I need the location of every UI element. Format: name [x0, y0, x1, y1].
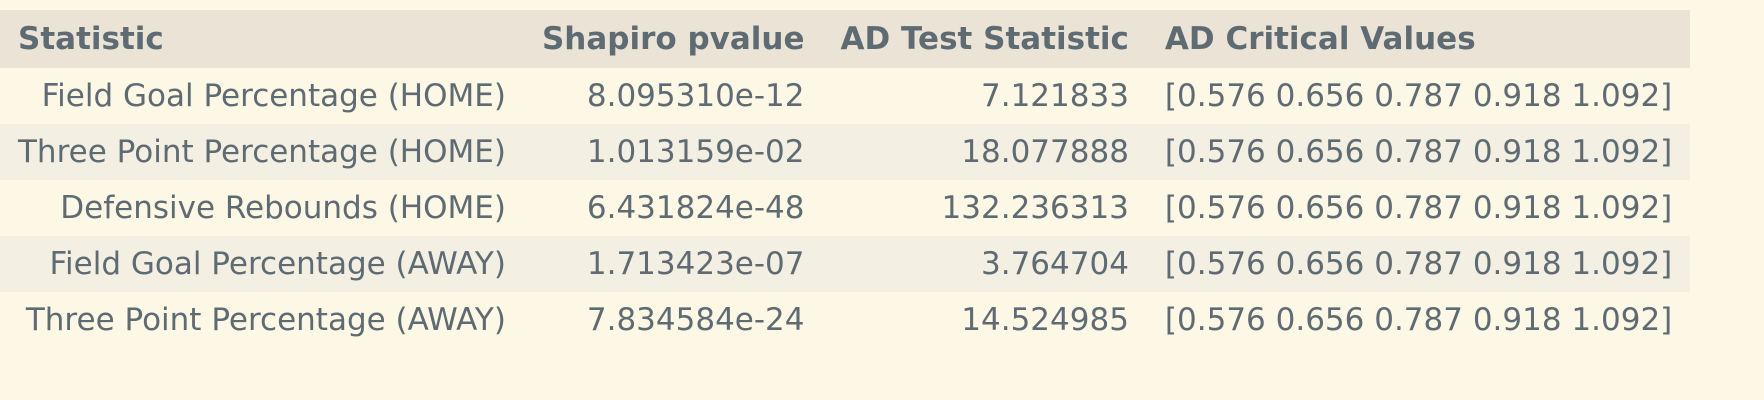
cell-ad-critical-values: [0.576 0.656 0.787 0.918 1.092]	[1146, 68, 1691, 124]
cell-statistic: Defensive Rebounds (HOME)	[0, 180, 524, 236]
cell-statistic: Field Goal Percentage (AWAY)	[0, 236, 524, 292]
cell-shapiro-pvalue: 7.834584e-24	[523, 292, 823, 348]
table-row: Field Goal Percentage (HOME) 8.095310e-1…	[0, 68, 1691, 124]
cell-ad-test-statistic: 132.236313	[822, 180, 1147, 236]
table-row: Field Goal Percentage (AWAY) 1.713423e-0…	[0, 236, 1691, 292]
cell-statistic: Three Point Percentage (HOME)	[0, 124, 524, 180]
cell-ad-test-statistic: 7.121833	[822, 68, 1147, 124]
cell-shapiro-pvalue: 8.095310e-12	[523, 68, 823, 124]
header-ad-critical-values: AD Critical Values	[1146, 10, 1691, 68]
cell-ad-test-statistic: 18.077888	[822, 124, 1147, 180]
header-statistic: Statistic	[0, 10, 524, 68]
cell-statistic: Three Point Percentage (AWAY)	[0, 292, 524, 348]
cell-ad-critical-values: [0.576 0.656 0.787 0.918 1.092]	[1146, 292, 1691, 348]
cell-ad-test-statistic: 14.524985	[822, 292, 1147, 348]
cell-ad-critical-values: [0.576 0.656 0.787 0.918 1.092]	[1146, 124, 1691, 180]
cell-ad-critical-values: [0.576 0.656 0.787 0.918 1.092]	[1146, 236, 1691, 292]
cell-statistic: Field Goal Percentage (HOME)	[0, 68, 524, 124]
cell-ad-test-statistic: 3.764704	[822, 236, 1147, 292]
statistics-table: Statistic Shapiro pvalue AD Test Statist…	[0, 10, 1691, 348]
cell-shapiro-pvalue: 1.713423e-07	[523, 236, 823, 292]
header-shapiro-pvalue: Shapiro pvalue	[523, 10, 823, 68]
cell-ad-critical-values: [0.576 0.656 0.787 0.918 1.092]	[1146, 180, 1691, 236]
table-row: Defensive Rebounds (HOME) 6.431824e-48 1…	[0, 180, 1691, 236]
header-row: Statistic Shapiro pvalue AD Test Statist…	[0, 10, 1691, 68]
table-row: Three Point Percentage (HOME) 1.013159e-…	[0, 124, 1691, 180]
cell-shapiro-pvalue: 1.013159e-02	[523, 124, 823, 180]
table-container: Statistic Shapiro pvalue AD Test Statist…	[0, 10, 1691, 348]
cell-shapiro-pvalue: 6.431824e-48	[523, 180, 823, 236]
header-ad-test-statistic: AD Test Statistic	[822, 10, 1147, 68]
table-row: Three Point Percentage (AWAY) 7.834584e-…	[0, 292, 1691, 348]
